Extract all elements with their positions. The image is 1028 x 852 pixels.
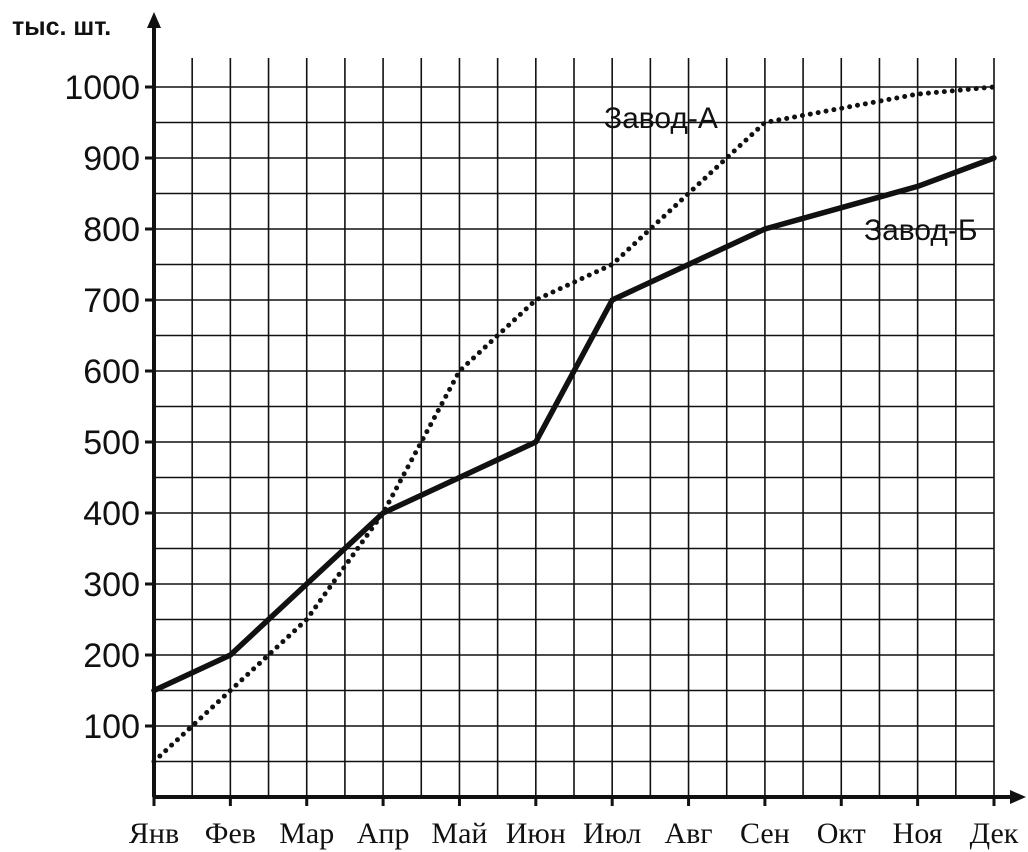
y-tick-label: 200: [83, 637, 140, 675]
y-tick-labels: 100 200 300 400 500 600 700 800 900 1000: [64, 69, 154, 746]
y-tick-label: 900: [83, 140, 140, 178]
y-tick-label: 700: [83, 282, 140, 320]
y-axis-arrow: [147, 12, 161, 28]
y-tick-label: 300: [83, 566, 140, 604]
x-tick-label: Мар: [279, 817, 334, 850]
series-line-zavod-a: [151, 84, 997, 764]
x-tick-label: Июн: [506, 817, 566, 850]
x-tick-label: Июл: [583, 817, 641, 850]
x-tick-label: Окт: [817, 817, 866, 850]
x-tick-label: Апр: [357, 817, 410, 850]
x-tick-label: Фев: [205, 817, 256, 850]
x-tick-label: Сен: [740, 817, 790, 850]
y-tick-label: 100: [83, 708, 140, 746]
grid: [154, 58, 995, 797]
y-tick-label: 500: [83, 424, 140, 462]
y-tick-label: 600: [83, 353, 140, 391]
series-labels: Завод-А Завод-Б: [604, 102, 978, 247]
axes: [147, 12, 1026, 804]
x-axis-arrow: [1010, 790, 1026, 804]
x-tick-label: Ноя: [893, 817, 943, 850]
y-tick-label: 800: [83, 211, 140, 249]
series-label-zavod-b: Завод-Б: [864, 214, 978, 247]
x-tick-labels: Янв Фев Мар Апр Май Июн Июл Авг Сен Окт Ноя Дек: [129, 797, 1019, 850]
y-tick-label: 1000: [64, 69, 140, 107]
series-label-zavod-a: Завод-А: [604, 102, 718, 135]
x-tick-label: Авг: [664, 817, 712, 850]
y-axis-label: тыс. шт.: [12, 13, 111, 41]
x-tick-label: Янв: [129, 817, 179, 850]
series-line-zavod-b: [151, 155, 997, 694]
x-tick-label: Май: [431, 817, 487, 850]
series-lines: [151, 84, 997, 764]
y-tick-label: 400: [83, 495, 140, 533]
x-tick-label: Дек: [970, 817, 1019, 850]
